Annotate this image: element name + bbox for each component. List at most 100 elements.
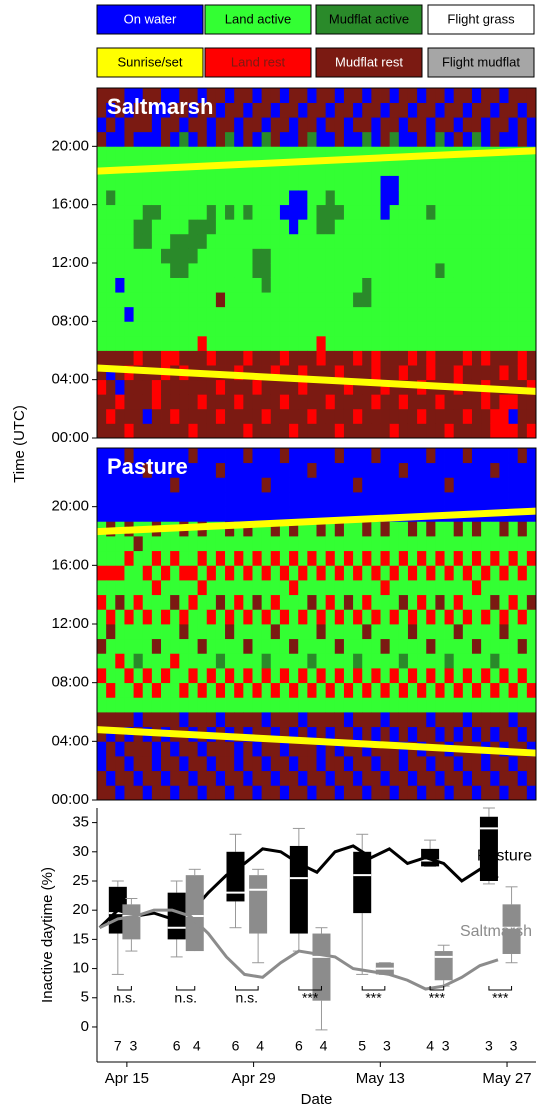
- state-cell: [471, 682, 482, 698]
- state-cell: [142, 741, 153, 757]
- state-cell: [417, 638, 427, 654]
- state-cell: [526, 248, 537, 264]
- state-cell: [197, 175, 208, 191]
- state-cell: [252, 682, 263, 698]
- state-cell: [179, 321, 189, 337]
- state-cell: [508, 102, 519, 118]
- state-cell: [362, 379, 372, 395]
- state-cell: [435, 335, 445, 351]
- state-cell: [353, 379, 363, 395]
- state-cell: [188, 321, 199, 337]
- state-cell: [435, 477, 445, 493]
- state-cell: [234, 462, 244, 478]
- state-cell: [444, 609, 455, 625]
- state-cell: [526, 668, 537, 684]
- state-cell: [380, 462, 391, 478]
- state-cell: [97, 292, 107, 308]
- state-cell: [179, 88, 189, 103]
- state-cell: [508, 117, 519, 133]
- state-cell: [197, 321, 208, 337]
- state-cell: [508, 668, 519, 684]
- state-cell: [398, 668, 409, 684]
- state-cell: [362, 248, 372, 264]
- state-cell: [334, 756, 345, 772]
- state-cell: [435, 277, 445, 293]
- state-cell: [471, 521, 482, 537]
- state-cell: [398, 653, 409, 669]
- state-cell: [417, 102, 427, 118]
- state-cell: [380, 594, 391, 610]
- state-cell: [252, 146, 263, 162]
- state-cell: [343, 190, 354, 206]
- state-cell: [453, 536, 464, 552]
- state-cell: [298, 146, 308, 162]
- state-cell: [279, 190, 290, 206]
- state-cell: [97, 682, 107, 698]
- state-cell: [481, 682, 491, 698]
- state-cell: [133, 306, 144, 322]
- state-cell: [142, 321, 153, 337]
- state-cell: [316, 536, 327, 552]
- state-cell: [389, 697, 400, 713]
- state-cell: [261, 462, 272, 478]
- state-cell: [453, 263, 464, 278]
- state-cell: [270, 408, 281, 424]
- state-cell: [435, 219, 445, 235]
- state-cell: [124, 379, 134, 395]
- state-cell: [398, 462, 409, 478]
- state-cell: [307, 248, 317, 264]
- state-cell: [279, 741, 290, 757]
- state-cell: [499, 277, 509, 293]
- state-cell: [380, 219, 391, 235]
- state-cell: [325, 160, 336, 176]
- state-cell: [316, 682, 327, 698]
- state-cell: [389, 521, 400, 537]
- state-cell: [161, 306, 171, 322]
- state-cell: [161, 624, 171, 640]
- state-cell: [142, 785, 153, 801]
- state-cell: [225, 477, 235, 493]
- state-cell: [215, 190, 226, 206]
- state-cell: [380, 204, 391, 220]
- state-cell: [398, 580, 409, 596]
- state-cell: [298, 175, 308, 191]
- state-cell: [124, 423, 134, 439]
- state-cell: [243, 580, 253, 596]
- state-cell: [481, 277, 491, 293]
- panel-title: Pasture: [107, 454, 188, 479]
- state-cell: [270, 609, 281, 625]
- state-cell: [142, 88, 153, 103]
- state-cell: [215, 88, 226, 103]
- state-cell: [106, 277, 116, 293]
- state-cell: [124, 233, 134, 249]
- state-cell: [243, 756, 253, 772]
- state-cell: [161, 638, 171, 654]
- state-cell: [389, 712, 400, 728]
- state-cell: [252, 536, 263, 552]
- state-cell: [417, 580, 427, 596]
- state-cell: [279, 394, 290, 410]
- state-cell: [325, 379, 336, 395]
- state-cell: [471, 292, 482, 308]
- state-cell: [417, 697, 427, 713]
- state-cell: [499, 521, 509, 537]
- state-cell: [161, 712, 171, 728]
- state-cell: [225, 102, 235, 118]
- state-cell: [444, 477, 455, 493]
- state-cell: [508, 306, 519, 322]
- state-cell: [234, 306, 244, 322]
- state-cell: [517, 609, 528, 625]
- state-cell: [234, 741, 244, 757]
- state-cell: [298, 492, 308, 508]
- state-cell: [142, 102, 153, 118]
- state-cell: [444, 423, 455, 439]
- state-cell: [298, 292, 308, 308]
- state-cell: [215, 580, 226, 596]
- y-tick-label: 0: [81, 1018, 89, 1035]
- state-cell: [435, 785, 445, 801]
- state-cell: [197, 565, 208, 581]
- state-cell: [261, 219, 272, 235]
- state-cell: [526, 550, 537, 566]
- state-cell: [444, 770, 455, 786]
- state-cell: [453, 408, 464, 424]
